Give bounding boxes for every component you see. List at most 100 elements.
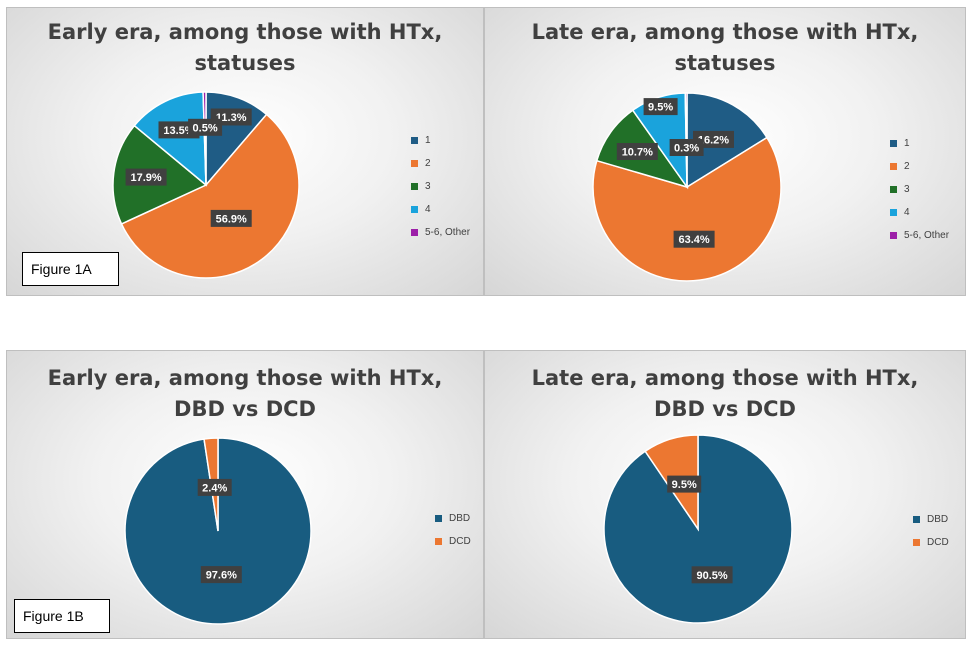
chart-title-line: statuses xyxy=(194,51,296,75)
data-label-text: 11.3% xyxy=(216,112,247,124)
pie-slice-4 xyxy=(133,91,207,187)
data-label-4: 9.5% xyxy=(643,98,678,116)
legend-item-2: 2 xyxy=(411,152,470,175)
legend-label: 4 xyxy=(425,204,431,215)
legend-label: 2 xyxy=(904,161,910,172)
data-label-text: 13.5% xyxy=(163,125,194,137)
figure-label-1a: Figure 1A xyxy=(22,252,119,286)
chart-title: Late era, among those with HTx, statuses xyxy=(485,17,965,79)
legend-item-dcd: DCD xyxy=(913,531,949,554)
pie-chart: 16.2% 63.4% 10.7% 9.5% 0.3% xyxy=(592,92,782,282)
legend-swatch xyxy=(890,140,897,147)
data-label-text: 10.7% xyxy=(622,147,653,159)
chart-title: Early era, among those with HTx, statuse… xyxy=(7,17,483,79)
legend-label: 1 xyxy=(904,138,910,149)
data-label-text: 2.4% xyxy=(202,482,227,494)
data-label-box xyxy=(188,118,223,136)
data-label-text: 63.4% xyxy=(678,234,709,246)
data-label-dcd: 2.4% xyxy=(197,478,232,496)
legend-label: 4 xyxy=(904,207,910,218)
figure-label-1b: Figure 1B xyxy=(14,599,110,633)
data-label-box xyxy=(667,475,702,493)
data-label-text: 0.3% xyxy=(674,143,699,155)
data-label-dcd: 9.5% xyxy=(667,475,702,493)
data-label-text: 16.2% xyxy=(698,134,729,146)
data-label-3: 10.7% xyxy=(616,143,658,160)
data-label-box xyxy=(210,209,252,227)
data-label-text: 90.5% xyxy=(696,570,727,582)
chart-title-line: statuses xyxy=(674,51,776,75)
data-label-5-6-other: 0.5% xyxy=(188,118,223,136)
data-label-2: 63.4% xyxy=(673,230,715,248)
chart-early-dbd-dcd: Early era, among those with HTx, DBD vs … xyxy=(6,350,484,639)
legend-label: 3 xyxy=(425,181,431,192)
data-label-3: 17.9% xyxy=(125,168,167,186)
data-label-box xyxy=(200,566,242,584)
pie-slice-2 xyxy=(120,113,300,279)
data-label-text: 97.6% xyxy=(206,570,237,582)
legend-swatch xyxy=(913,516,920,523)
chart-title-line: Early era, among those with HTx, xyxy=(47,366,443,390)
data-label-text: 17.9% xyxy=(130,172,161,184)
legend-swatch xyxy=(435,515,442,522)
legend-item-3: 3 xyxy=(411,175,470,198)
legend-item-1: 1 xyxy=(411,129,470,152)
legend-label: 1 xyxy=(425,135,431,146)
chart-title-line: DBD vs DCD xyxy=(654,397,796,421)
data-label-box xyxy=(691,566,733,584)
legend-swatch xyxy=(411,206,418,213)
legend-label: DCD xyxy=(449,536,471,547)
data-label-2: 56.9% xyxy=(210,209,252,227)
legend-label: DBD xyxy=(449,513,471,524)
legend-item-5-6-other: 5-6, Other xyxy=(411,221,470,244)
chart-legend: 1 2 3 4 5-6, Other xyxy=(411,129,470,244)
legend-item-dcd: DCD xyxy=(435,530,471,553)
legend-swatch xyxy=(411,183,418,190)
data-label-text: 9.5% xyxy=(648,102,673,114)
legend-label: 2 xyxy=(425,158,431,169)
chart-title: Late era, among those with HTx, DBD vs D… xyxy=(485,363,965,425)
legend-item-5-6-other: 5-6, Other xyxy=(890,224,949,247)
data-label-text: 9.5% xyxy=(672,479,697,491)
legend-swatch xyxy=(890,186,897,193)
chart-early-statuses: Early era, among those with HTx, statuse… xyxy=(6,7,484,296)
chart-title-line: Late era, among those with HTx, xyxy=(531,366,919,390)
data-label-5-6-other: 0.3% xyxy=(669,139,704,156)
chart-late-statuses: Late era, among those with HTx, statuses… xyxy=(484,7,966,296)
pie-chart: 97.6% 2.4% xyxy=(124,437,312,625)
legend-item-1: 1 xyxy=(890,132,949,155)
legend-item-2: 2 xyxy=(890,155,949,178)
legend-label: 5-6, Other xyxy=(904,230,950,241)
data-label-text: 56.9% xyxy=(216,213,247,225)
pie-slice-5-6-other xyxy=(202,91,207,186)
data-label-box xyxy=(125,168,167,186)
chart-legend: 1 2 3 4 5-6, Other xyxy=(890,132,949,247)
data-label-text: 0.5% xyxy=(193,122,218,134)
pie-chart: 11.3% 56.9% 17.9% 13.5%0.5% xyxy=(112,91,300,279)
legend-item-dbd: DBD xyxy=(435,507,471,530)
legend-item-4: 4 xyxy=(890,201,949,224)
legend-item-4: 4 xyxy=(411,198,470,221)
legend-swatch xyxy=(890,232,897,239)
chart-title-line: Late era, among those with HTx, xyxy=(531,20,919,44)
data-label-box xyxy=(616,143,658,160)
data-label-box xyxy=(643,98,678,116)
legend-swatch xyxy=(411,137,418,144)
legend-item-dbd: DBD xyxy=(913,508,949,531)
chart-title-line: DBD vs DCD xyxy=(174,397,316,421)
data-label-box xyxy=(197,478,232,496)
legend-label: DBD xyxy=(927,514,949,525)
legend-item-3: 3 xyxy=(890,178,949,201)
chart-title-line: Early era, among those with HTx, xyxy=(47,20,443,44)
chart-legend: DBD DCD xyxy=(435,507,471,553)
chart-title: Early era, among those with HTx, DBD vs … xyxy=(7,363,483,425)
legend-label: 3 xyxy=(904,184,910,195)
legend-swatch xyxy=(411,229,418,236)
chart-late-dbd-dcd: Late era, among those with HTx, DBD vs D… xyxy=(484,350,966,639)
legend-label: DCD xyxy=(927,537,949,548)
data-label-box xyxy=(673,230,715,248)
legend-swatch xyxy=(435,538,442,545)
legend-swatch xyxy=(890,163,897,170)
legend-swatch xyxy=(890,209,897,216)
legend-label: 5-6, Other xyxy=(425,227,471,238)
